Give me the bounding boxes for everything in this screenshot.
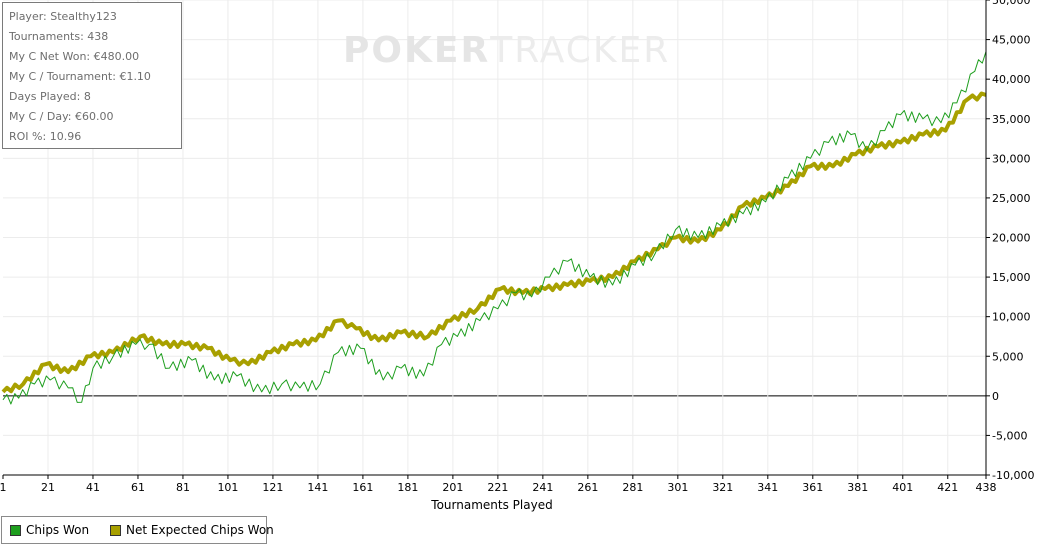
- stat-roi: ROI %: 10.96: [9, 130, 82, 143]
- stat-net-won: My C Net Won: €480.00: [9, 50, 140, 63]
- x-tick-label: 261: [577, 481, 598, 494]
- stat-per-tournament: My C / Tournament: €1.10: [9, 70, 151, 83]
- x-tick-label: 361: [802, 481, 823, 494]
- x-tick-label: 101: [217, 481, 238, 494]
- x-tick-label: 221: [487, 481, 508, 494]
- x-tick-label: 161: [352, 481, 373, 494]
- y-tick-label: 40,000: [992, 73, 1031, 86]
- watermark-logo: POKERTRACKER: [343, 30, 670, 71]
- x-tick-label: 438: [976, 481, 997, 494]
- legend-label-net-expected: Net Expected Chips Won: [126, 523, 274, 537]
- x-tick-label: 281: [622, 481, 643, 494]
- x-tick-label: 41: [86, 481, 100, 494]
- legend-item-net-expected[interactable]: Net Expected Chips Won: [110, 517, 274, 543]
- legend-label-chips-won: Chips Won: [26, 523, 90, 537]
- watermark-part-1: POKER: [343, 30, 491, 71]
- series-line-chips-won: [2, 51, 987, 405]
- stat-player: Player: Stealthy123: [9, 10, 117, 23]
- legend-swatch-chips-won: [10, 524, 21, 536]
- x-tick-label: 1: [0, 481, 7, 494]
- x-tick-label: 121: [262, 481, 283, 494]
- y-tick-label: 25,000: [992, 192, 1031, 205]
- y-tick-label: 30,000: [992, 152, 1031, 165]
- y-tick-label: 15,000: [992, 271, 1031, 284]
- x-tick-label: 81: [176, 481, 190, 494]
- x-tick-label: 61: [131, 481, 145, 494]
- player-stats-box: Player: Stealthy123 Tournaments: 438 My …: [2, 2, 182, 149]
- x-tick-label: 241: [532, 481, 553, 494]
- stat-days-played: Days Played: 8: [9, 90, 91, 103]
- y-tick-label: 0: [992, 390, 999, 403]
- y-tick-label: 10,000: [992, 311, 1031, 324]
- watermark-part-2: TRACKER: [490, 30, 671, 71]
- y-tick-label: 45,000: [992, 34, 1031, 47]
- axis-layer: -10,000 -5,000 0 5,000 10,000 15,000 20,000 25,…: [0, 0, 1034, 494]
- x-tick-label: 401: [892, 481, 913, 494]
- x-tick-label: 421: [937, 481, 958, 494]
- y-tick-label: 50,000: [992, 0, 1031, 7]
- x-tick-label: 341: [757, 481, 778, 494]
- x-tick-label: 141: [307, 481, 328, 494]
- x-tick-label: 21: [41, 481, 55, 494]
- y-tick-label: -10,000: [992, 469, 1034, 482]
- legend-item-chips-won[interactable]: Chips Won: [10, 517, 89, 543]
- x-tick-label: 381: [847, 481, 868, 494]
- series-layer: [1, 51, 987, 405]
- x-axis-title: Tournaments Played: [430, 498, 552, 512]
- stat-tournaments: Tournaments: 438: [9, 30, 109, 43]
- x-tick-label: 181: [397, 481, 418, 494]
- legend: Chips Won Net Expected Chips Won: [1, 516, 274, 544]
- x-tick-label: 201: [442, 481, 463, 494]
- y-tick-label: 35,000: [992, 113, 1031, 126]
- series-line-net-expected: [1, 91, 987, 394]
- x-tick-label: 321: [712, 481, 733, 494]
- y-tick-label: -5,000: [992, 429, 1027, 442]
- legend-swatch-net-expected: [110, 524, 121, 536]
- y-tick-label: 5,000: [992, 350, 1024, 363]
- stat-per-day: My C / Day: €60.00: [9, 110, 114, 123]
- x-tick-label: 301: [667, 481, 688, 494]
- y-tick-label: 20,000: [992, 232, 1031, 245]
